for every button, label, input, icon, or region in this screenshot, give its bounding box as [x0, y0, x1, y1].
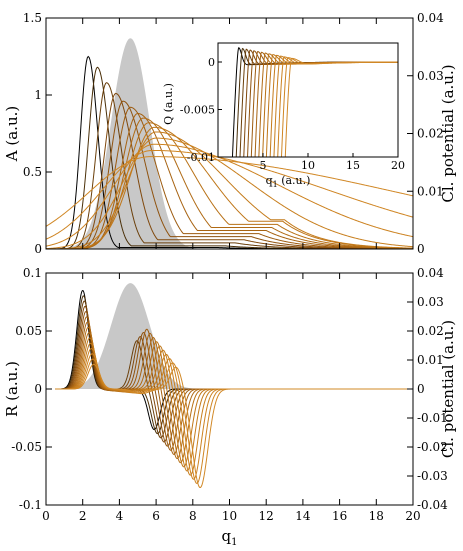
series-line-a-13: [45, 149, 414, 240]
inset-y-tick-label-1: -0.005: [180, 104, 215, 117]
y2-tick-label-bottom-5: 0.01: [417, 353, 444, 367]
inset-x-axis-label: q1 (a.u.): [266, 174, 311, 189]
inset-y-tick-label-2: -0.01: [187, 151, 215, 164]
y-tick-label-bottom-1: -0.05: [11, 440, 42, 454]
y-tick-label-top-0: 0: [34, 242, 42, 256]
inset-x-axis-label-sub: 1: [273, 180, 278, 189]
y-tick-label-top-3: 1.5: [23, 11, 42, 25]
y2-tick-label-top-3: 0.03: [417, 69, 444, 83]
y2-tick-label-top-4: 0.04: [417, 11, 444, 25]
y2-tick-label-top-1: 0.01: [417, 184, 444, 198]
y-tick-label-bottom-4: 0.1: [23, 266, 42, 280]
x-tick-label-bottom-6: 12: [259, 509, 274, 523]
x-tick-label-bottom-4: 8: [189, 509, 197, 523]
x-axis-label-sub: 1: [231, 537, 237, 548]
x-tick-label-bottom-8: 16: [332, 509, 347, 523]
y2-tick-label-bottom-4: 0: [417, 382, 425, 396]
y-tick-label-top-1: 0.5: [23, 165, 42, 179]
x-tick-label-bottom-5: 10: [222, 509, 237, 523]
series-line-a-14: [45, 156, 414, 227]
x-tick-label-bottom-7: 14: [295, 509, 311, 523]
inset-x-tick-label-0: 5: [260, 159, 267, 172]
y2-tick-label-bottom-2: -0.02: [417, 440, 448, 454]
x-axis-label-bottom: q1: [222, 527, 238, 548]
y2-tick-label-top-0: 0: [417, 242, 425, 256]
x-tick-label-bottom-9: 18: [369, 509, 384, 523]
y2-tick-label-bottom-3: -0.01: [417, 411, 448, 425]
x-axis-label-base: q: [222, 527, 232, 545]
x-tick-label-bottom-3: 6: [152, 509, 160, 523]
series-line-a-6: [46, 112, 414, 250]
potential-shade-bottom: [46, 283, 413, 389]
x-tick-label-bottom-1: 2: [79, 509, 87, 523]
inset-x-tick-label-1: 10: [301, 159, 315, 172]
inset-x-tick-label-3: 20: [391, 159, 405, 172]
bottom-curves: [55, 290, 413, 488]
series-line-r-14: [55, 363, 413, 488]
y-tick-label-bottom-2: 0: [34, 382, 42, 396]
y2-tick-label-bottom-0: -0.04: [417, 498, 448, 512]
y-tick-label-bottom-3: 0.05: [15, 324, 42, 338]
y2-tick-label-bottom-1: -0.03: [417, 469, 448, 483]
potential-shade-top: [46, 38, 413, 250]
y2-axis-label-top: Cl. potential (a.u.): [439, 64, 457, 202]
inset-y-axis-label: Q (a.u.): [162, 83, 175, 125]
y-axis-label-bottom: R (a.u.): [3, 361, 21, 417]
x-tick-label-bottom-0: 0: [42, 509, 50, 523]
inset-x-axis-label-base: q: [266, 174, 273, 187]
series-line-a-11: [45, 137, 414, 250]
inset-x-tick-label-2: 15: [346, 159, 360, 172]
inset-curves: [231, 47, 398, 157]
x-tick-label-bottom-10: 20: [405, 509, 420, 523]
y2-axis-label-bottom: Cl. potential (a.u.): [439, 320, 457, 458]
y-axis-label-top: A (a.u.): [3, 106, 21, 162]
y2-tick-label-bottom-7: 0.03: [417, 295, 444, 309]
y2-tick-label-top-2: 0.02: [417, 127, 444, 141]
series-line-a-10: [46, 131, 414, 250]
inset-y-tick-label-0: 0: [208, 56, 215, 69]
x-tick-label-bottom-2: 4: [116, 509, 124, 523]
inset-x-axis-label-unit: (a.u.): [278, 174, 311, 187]
y-tick-label-bottom-0: -0.1: [19, 498, 42, 512]
y2-tick-label-bottom-6: 0.02: [417, 324, 444, 338]
y-tick-label-top-2: 1: [34, 88, 42, 102]
y2-tick-label-bottom-8: 0.04: [417, 266, 444, 280]
inset-series-line-14: [284, 57, 398, 157]
